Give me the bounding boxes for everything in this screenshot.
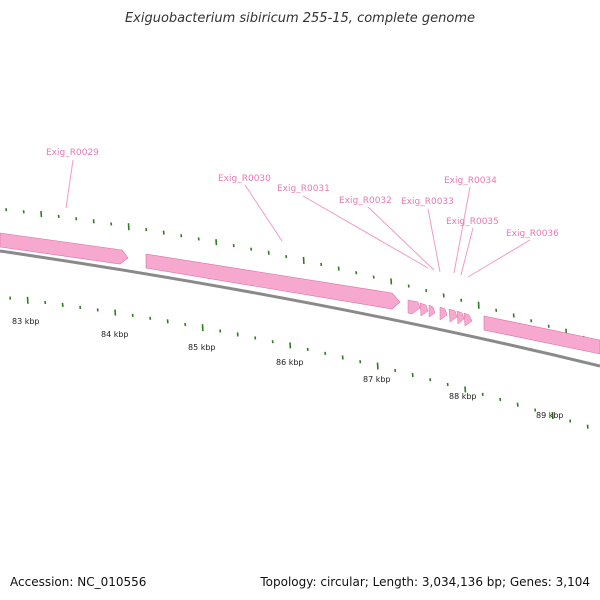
gene-block-2 <box>145 253 401 310</box>
map-title: Exiguobacterium sibiricum 255-15, comple… <box>125 11 475 26</box>
scale-labels: 83 kbp 84 kbp 85 kbp 86 kbp 87 kbp 88 kb… <box>12 317 564 420</box>
gc-ticks-upper <box>5 208 585 339</box>
scale-label-83kbp: 83 kbp <box>12 317 40 326</box>
gene-arrow-7 <box>463 312 473 327</box>
leader-r0033 <box>427 208 441 273</box>
gene-label-r0033: Exig_R0033 <box>401 197 454 207</box>
scale-label-89kbp: 89 kbp <box>536 411 564 420</box>
leader-r0030 <box>244 184 283 242</box>
leader-r0031 <box>302 195 429 269</box>
gene-label-r0029: Exig_R0029 <box>46 148 99 158</box>
gene-arrow-4 <box>439 306 448 321</box>
gene-label-r0030: Exig_R0030 <box>218 174 271 184</box>
accession-text: Accession: NC_010556 <box>10 575 146 589</box>
gene-label-r0031: Exig_R0031 <box>277 184 330 194</box>
leader-r0029 <box>65 159 74 209</box>
gene-label-r0036: Exig_R0036 <box>506 229 559 239</box>
gene-labels: Exig_R0029 Exig_R0030 Exig_R0031 Exig_R0… <box>46 148 559 278</box>
gene-arrow-2 <box>419 302 429 317</box>
genome-summary-text: Topology: circular; Length: 3,034,136 bp… <box>259 575 590 589</box>
leader-r0036 <box>467 239 531 278</box>
gene-label-r0035: Exig_R0035 <box>446 217 499 227</box>
gene-label-r0034: Exig_R0034 <box>444 176 497 186</box>
leader-r0032 <box>367 206 435 271</box>
gene-label-r0032: Exig_R0032 <box>339 196 392 206</box>
genome-backbone <box>0 249 600 368</box>
leader-r0035 <box>460 227 474 276</box>
gene-block-3 <box>483 315 600 355</box>
scale-label-88kbp: 88 kbp <box>449 392 477 401</box>
gene-arrow-1 <box>407 299 421 315</box>
gene-arrow-3 <box>428 304 436 318</box>
leader-r0034 <box>453 186 471 274</box>
gc-ticks-lower <box>9 296 589 429</box>
gene-arrows <box>0 232 600 355</box>
gene-arrow-6 <box>456 310 465 325</box>
gene-arrow-5 <box>448 308 458 323</box>
gene-block-1 <box>0 232 129 265</box>
scale-label-86kbp: 86 kbp <box>276 358 304 367</box>
scale-label-84kbp: 84 kbp <box>101 330 129 339</box>
scale-label-87kbp: 87 kbp <box>363 375 391 384</box>
scale-label-85kbp: 85 kbp <box>188 343 216 352</box>
